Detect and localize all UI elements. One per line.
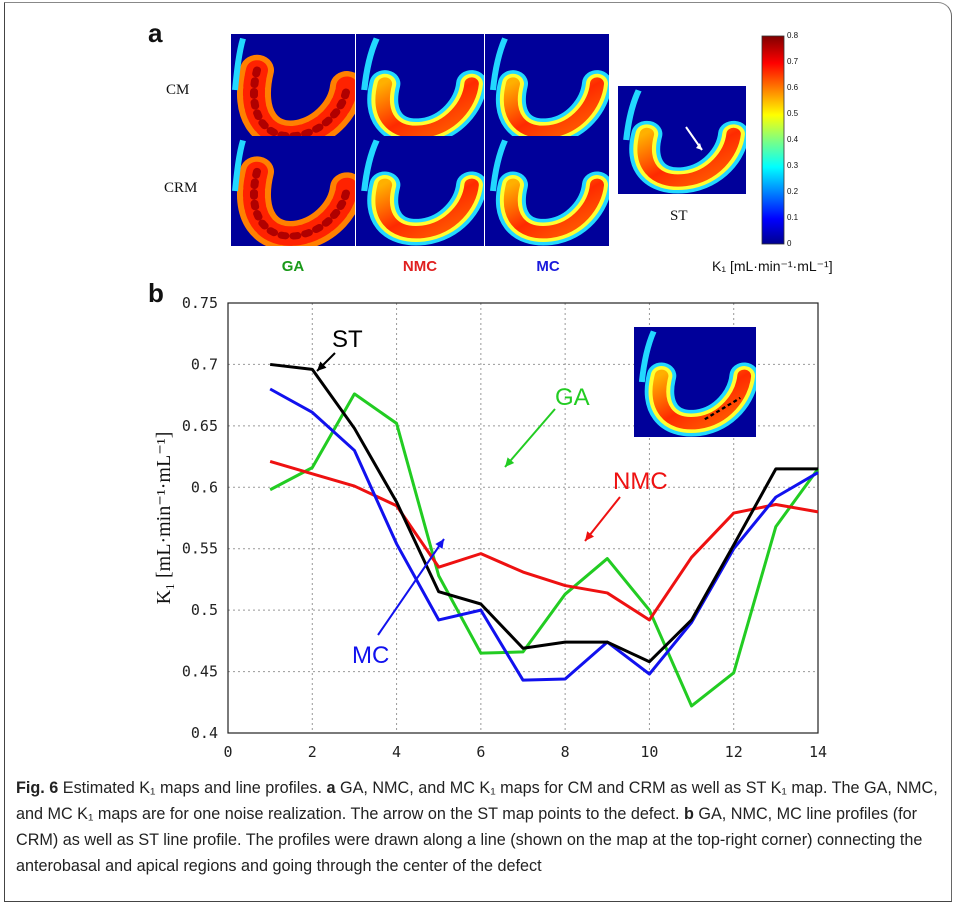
panel-a-letter: a xyxy=(148,18,163,48)
col-label-ga: GA xyxy=(281,258,305,275)
map-ga-cm xyxy=(231,34,355,146)
colorbar-tick-label: 0.1 xyxy=(787,213,799,222)
caption-fig-label: Fig. 6 xyxy=(16,779,59,797)
x-tick-label: 8 xyxy=(561,743,570,761)
annotation-arrowhead-icon xyxy=(317,361,327,371)
y-tick-label: 0.75 xyxy=(182,294,218,312)
y-tick-label: 0.65 xyxy=(182,417,218,435)
map-nmc-crm xyxy=(356,136,484,246)
colorbar-tick-label: 0.3 xyxy=(787,161,799,170)
y-axis-label: K₁ [mL·min⁻¹·mL⁻¹] xyxy=(153,432,175,605)
colorbar-tick-label: 0 xyxy=(787,239,792,248)
x-tick-label: 0 xyxy=(223,743,232,761)
map-mc-crm xyxy=(485,136,609,246)
series-line-mc xyxy=(269,387,819,682)
colorbar-tick-label: 0.8 xyxy=(787,31,799,40)
series-annotation-nmc: NMC xyxy=(613,468,668,495)
row-label-crm: CRM xyxy=(164,180,198,196)
caption-a-text: GA, NMC, and MC K₁ maps for CM and CRM a… xyxy=(16,779,938,823)
colorbar-unit-label: K₁ [mL·min⁻¹·mL⁻¹] xyxy=(712,258,833,274)
figure-caption: Fig. 6 Estimated K₁ maps and line profil… xyxy=(16,775,941,879)
annotation-arrowhead-icon xyxy=(505,457,515,467)
caption-a-letter: a xyxy=(326,779,336,797)
annotation-arrow-icon xyxy=(504,408,556,468)
colorbar-tick-label: 0.6 xyxy=(787,83,799,92)
caption-title: Estimated K₁ maps and line profiles. xyxy=(58,779,327,797)
colorbar-tick-label: 0.4 xyxy=(787,135,799,144)
series-annotation-st: ST xyxy=(332,326,363,353)
col-label-mc: MC xyxy=(536,258,560,275)
x-tick-label: 10 xyxy=(640,743,658,761)
annotation-arrowhead-icon xyxy=(435,539,444,549)
annotation-arrowhead-icon xyxy=(585,531,595,541)
x-tick-label: 2 xyxy=(308,743,317,761)
series-line-st xyxy=(269,362,818,664)
x-tick-label: 6 xyxy=(476,743,485,761)
panel-b-letter: b xyxy=(148,278,164,308)
map-ga-crm xyxy=(231,136,355,246)
series-line-nmc xyxy=(269,460,819,622)
map-nmc-cm xyxy=(356,34,484,146)
plot-frame xyxy=(227,302,819,734)
annotation-arrow-icon xyxy=(584,496,621,542)
series-annotation-ga: GA xyxy=(555,384,590,411)
series-line-ga xyxy=(269,392,820,708)
line-profile-chart: 0.40.450.50.550.60.650.70.7502468101214P… xyxy=(153,294,827,761)
x-tick-label: 14 xyxy=(809,743,827,761)
annotation-arrow-icon xyxy=(377,538,445,636)
panel-a-maps xyxy=(231,34,785,246)
col-label-nmc: NMC xyxy=(402,258,438,275)
colorbar xyxy=(761,35,785,245)
x-tick-label: 4 xyxy=(392,743,401,761)
y-tick-label: 0.45 xyxy=(182,663,218,681)
row-label-cm: CM xyxy=(166,82,190,98)
caption-b-letter: b xyxy=(684,805,694,823)
inset-st-map xyxy=(634,327,756,437)
st-map-label: ST xyxy=(670,208,688,224)
y-tick-label: 0.55 xyxy=(182,540,218,558)
figure-frame xyxy=(4,2,952,902)
colorbar-tick-label: 0.2 xyxy=(787,187,799,196)
caption-b-text: GA, NMC, MC line profiles (for CRM) as w… xyxy=(16,805,923,875)
series-annotation-mc: MC xyxy=(352,642,389,669)
map-mc-cm xyxy=(485,34,609,146)
colorbar-tick-label: 0.7 xyxy=(787,57,799,66)
y-tick-label: 0.7 xyxy=(191,355,218,373)
y-tick-label: 0.5 xyxy=(191,601,218,619)
y-tick-label: 0.4 xyxy=(191,724,218,742)
x-tick-label: 12 xyxy=(725,743,743,761)
map-st xyxy=(618,86,746,194)
colorbar-tick-label: 0.5 xyxy=(787,109,799,118)
y-tick-label: 0.6 xyxy=(191,478,218,496)
